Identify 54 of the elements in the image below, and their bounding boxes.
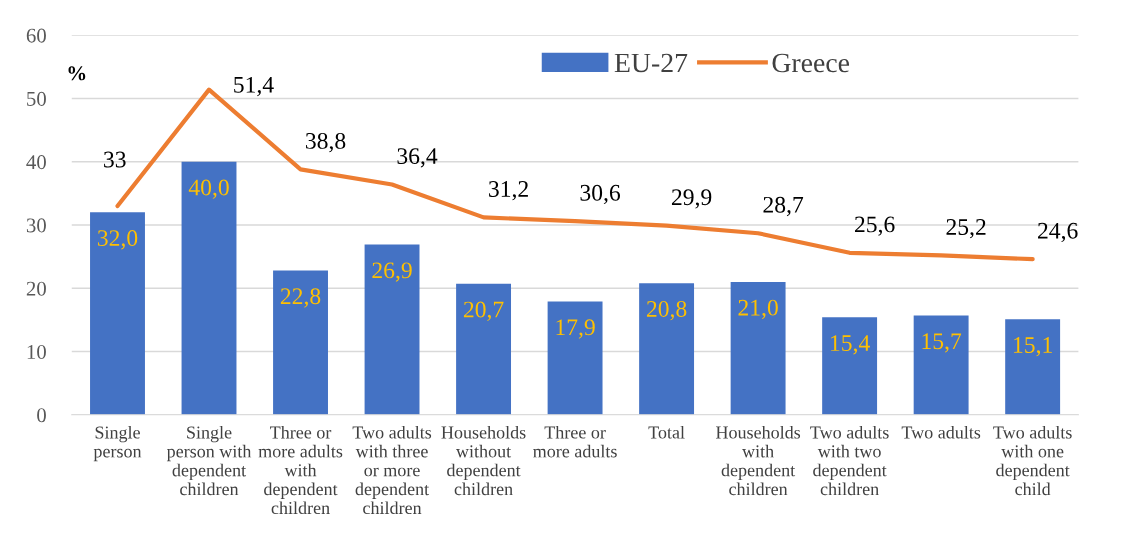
data-label: 28,7 xyxy=(763,196,804,217)
y-tick-label: 60 xyxy=(26,28,46,43)
x-tick-label: Households without dependent children xyxy=(441,425,526,496)
bar xyxy=(456,283,512,415)
y-tick-label: 10 xyxy=(27,344,46,359)
bar xyxy=(364,244,420,415)
data-label: 51,4 xyxy=(234,76,274,97)
data-label: 30,6 xyxy=(580,184,621,205)
legend-label: EU-27 xyxy=(614,53,688,73)
bar xyxy=(822,317,878,415)
x-tick-label: Three or more adults with dependent children xyxy=(258,425,343,515)
y-tick-label: 20 xyxy=(26,281,46,296)
data-label: 25,6 xyxy=(854,216,895,236)
bar xyxy=(913,315,969,415)
y-tick-label: 50 xyxy=(27,91,46,106)
data-label: 15,4 xyxy=(831,335,870,355)
data-label: 17,9 xyxy=(556,319,595,339)
data-label: 20,7 xyxy=(463,301,504,321)
bar xyxy=(273,270,328,415)
data-label: 38,8 xyxy=(306,132,346,153)
data-label: 36,4 xyxy=(397,148,438,168)
data-label: 26,9 xyxy=(372,262,412,282)
x-tick-label: Three or more adults xyxy=(533,425,617,458)
y-tick-label: 0 xyxy=(37,408,46,423)
data-label: 24,6 xyxy=(1038,222,1078,243)
bar xyxy=(639,283,695,415)
data-label: 21,0 xyxy=(738,299,778,320)
x-tick-label: Total xyxy=(648,425,685,439)
data-label: 31,2 xyxy=(489,181,528,201)
data-label: 20,8 xyxy=(646,300,687,321)
bar xyxy=(181,161,237,415)
bar xyxy=(1005,319,1061,415)
y-axis-title: % xyxy=(68,66,86,81)
x-tick-label: Two adults with three or more dependent children xyxy=(352,425,432,515)
data-label: 33 xyxy=(104,151,126,168)
x-tick-label: Single person xyxy=(93,425,142,462)
bar xyxy=(730,281,786,415)
data-label: 15,7 xyxy=(922,333,962,353)
y-tick-label: 40 xyxy=(26,155,46,170)
bar xyxy=(90,212,145,415)
x-tick-label: Two adults with two dependent children xyxy=(810,425,889,496)
data-label: 29,9 xyxy=(671,189,712,209)
bar xyxy=(547,301,603,415)
x-tick-label: Single person with dependent children xyxy=(166,425,252,496)
data-label: 40,0 xyxy=(188,179,229,199)
legend-label: Greece xyxy=(772,53,850,73)
x-tick-label: Two adults with one dependent child xyxy=(993,425,1072,496)
data-label: 15,1 xyxy=(1014,337,1052,357)
x-tick-label: Two adults xyxy=(901,425,981,439)
y-tick-label: 30 xyxy=(26,218,46,233)
data-label: 32,0 xyxy=(97,230,138,250)
x-tick-label: Households with dependent children xyxy=(715,425,801,496)
data-label: 22,8 xyxy=(280,288,321,308)
data-label: 25,2 xyxy=(946,219,986,239)
